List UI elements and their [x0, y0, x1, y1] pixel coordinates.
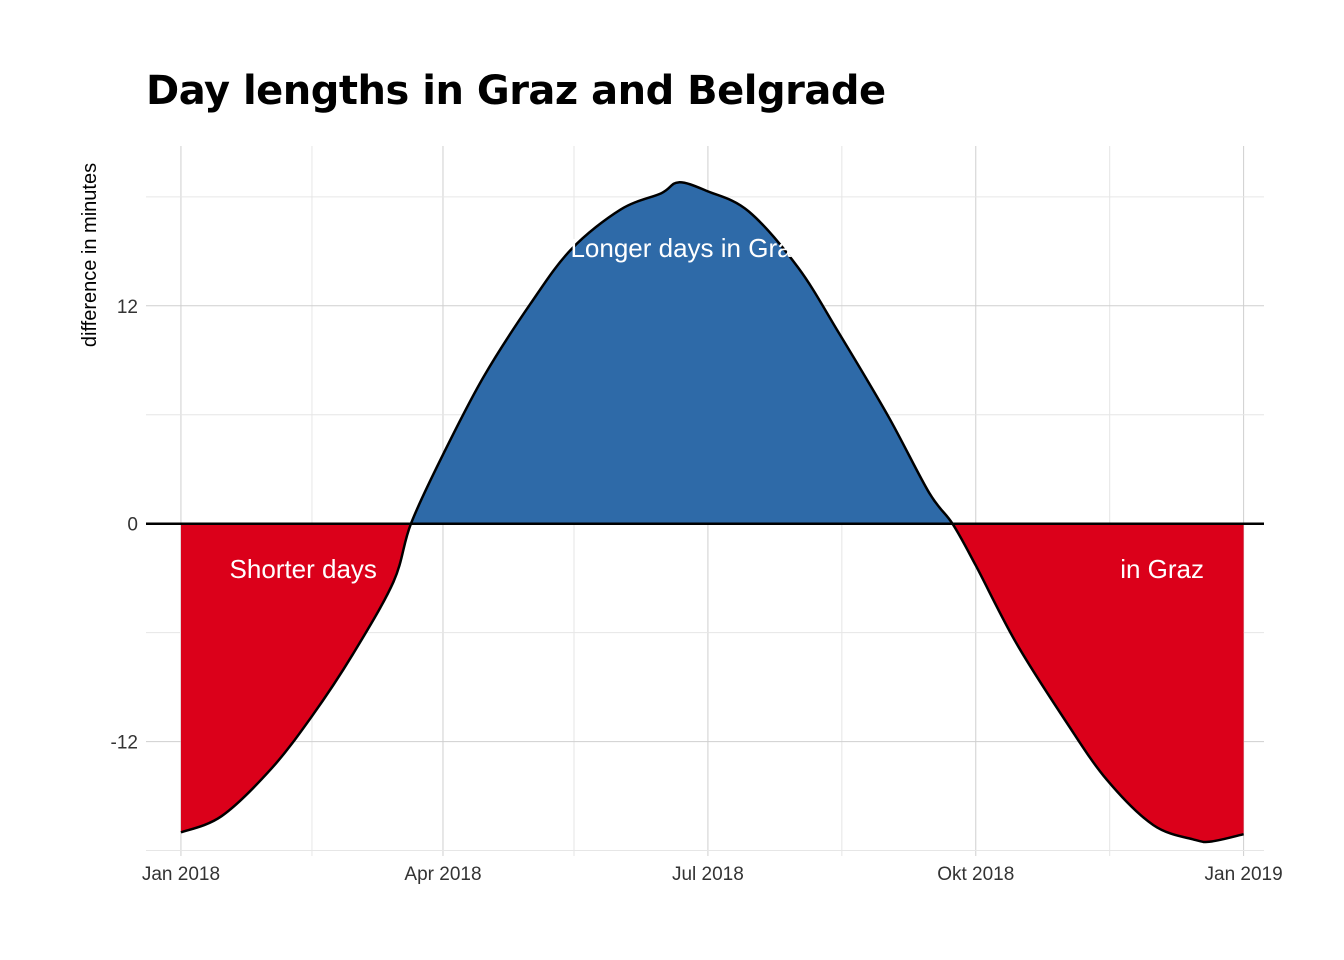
annotation-label: Longer days in Graz [570, 233, 804, 263]
line-layer [146, 181, 1264, 844]
tick-layer: Jan 2018 Apr 2018 Jul 2018 Okt 2018 Jan 2019… [111, 297, 1283, 885]
y-tick-label: -12 [111, 733, 138, 754]
y-axis-title: difference in minutes [79, 163, 101, 347]
annotation-layer: Shorter days Longer days in Graz in Graz [230, 233, 1204, 584]
y-tick-label: 0 [127, 515, 138, 536]
positive-area [180, 182, 1244, 524]
x-tick-label: Jul 2018 [672, 864, 744, 885]
annotation-label: in Graz [1120, 554, 1204, 584]
x-tick-label: Apr 2018 [404, 864, 481, 885]
x-tick-label: Jan 2018 [142, 864, 220, 885]
negative-area [180, 523, 1244, 843]
annotation-label: Shorter days [230, 554, 377, 584]
area-layer [180, 182, 1244, 843]
y-tick-label: 12 [117, 297, 138, 318]
x-tick-label: Okt 2018 [937, 864, 1014, 885]
chart-title: Day lengths in Graz and Belgrade [146, 68, 886, 114]
difference-line [180, 181, 1244, 844]
x-tick-label: Jan 2019 [1205, 864, 1283, 885]
